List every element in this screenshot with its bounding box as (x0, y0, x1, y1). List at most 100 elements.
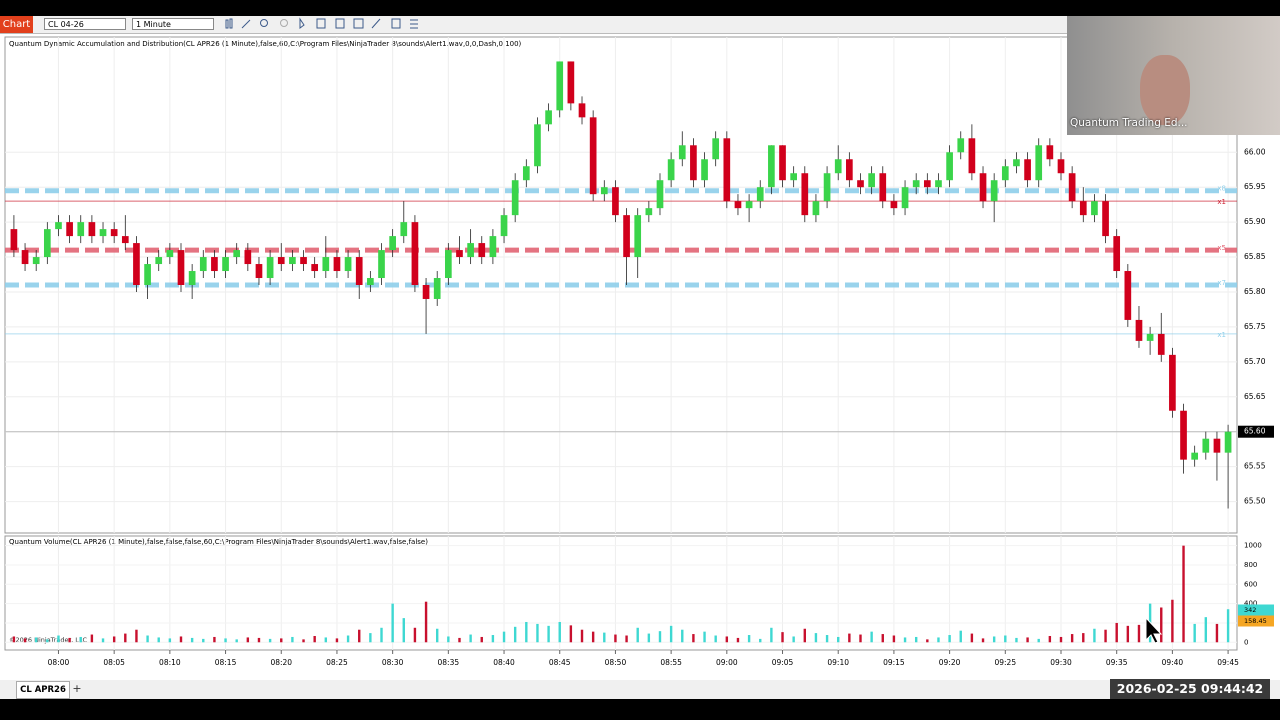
x-tick-label: 09:35 (1106, 658, 1128, 667)
volume-bar (157, 637, 160, 643)
volume-bar (580, 629, 584, 643)
candle-body (367, 278, 374, 285)
icon[interactable] (391, 18, 401, 29)
webcam-person (1140, 55, 1190, 125)
volume-indicator-title: Quantum Volume(CL APR26 (1 Minute),false… (9, 538, 428, 546)
volume-bar (903, 637, 907, 643)
volume-bar (647, 633, 651, 643)
volume-bar (892, 635, 896, 643)
candle-body (1180, 410, 1187, 460)
volume-bar (34, 637, 38, 643)
candle-body (355, 257, 363, 285)
volume-bar (1160, 607, 1163, 643)
candle-body (567, 61, 575, 104)
candle-body (1224, 431, 1232, 453)
icon[interactable] (280, 19, 288, 27)
candle-body (701, 159, 708, 181)
candle-body (10, 229, 18, 251)
candle-body (66, 222, 73, 237)
candle-body (1113, 236, 1121, 272)
y-tick-label: 65.50 (1244, 497, 1266, 506)
volume-bar (124, 633, 127, 643)
add-tab[interactable]: + (72, 682, 82, 695)
candle-body (110, 229, 118, 237)
volume-bar (658, 631, 662, 643)
level-label: x1 (1217, 198, 1226, 206)
volume-bar (402, 618, 405, 643)
candle-body (222, 257, 229, 272)
candle-body (656, 180, 664, 209)
icon[interactable] (299, 17, 305, 29)
volume-bar (591, 631, 595, 643)
candle-body (266, 257, 274, 279)
icon[interactable] (260, 19, 268, 27)
volume-badge-label: 342 (1244, 606, 1256, 614)
volume-bar (614, 634, 617, 643)
x-tick-label: 09:40 (1162, 658, 1184, 667)
instrument-select[interactable]: CL 04-26 (44, 18, 126, 30)
candle-body (990, 180, 998, 202)
y-tick-label: 65.55 (1244, 462, 1266, 471)
candle-body (55, 222, 62, 230)
candle-body (1068, 173, 1076, 202)
candle-body (1191, 452, 1199, 460)
candle-body (121, 236, 129, 244)
candle-body (734, 201, 742, 209)
y-tick-label: 66.00 (1244, 147, 1266, 156)
x-tick-label: 08:55 (660, 658, 682, 667)
level-label: x7 (1217, 279, 1226, 287)
volume-bar (358, 629, 361, 643)
volume-bar (1204, 617, 1208, 643)
volume-bar (525, 621, 528, 643)
volume-bar (335, 638, 339, 643)
candle-body (456, 250, 463, 258)
candle-body (333, 257, 341, 272)
candle-body (600, 187, 608, 195)
volume-bar (291, 636, 294, 643)
candle-body (1091, 201, 1098, 216)
candle-body (522, 166, 530, 181)
volume-bar (837, 636, 840, 643)
level-label: x1 (1217, 331, 1226, 339)
volume-bar (1048, 635, 1052, 643)
icon[interactable] (335, 18, 345, 29)
icon[interactable] (241, 19, 251, 29)
interval-select[interactable]: 1 Minute (132, 18, 214, 30)
icon[interactable] (225, 19, 229, 29)
volume-bar (1004, 635, 1007, 643)
candle-body (400, 222, 408, 237)
candle-body (890, 201, 898, 209)
candle-body (445, 250, 452, 279)
symbol-tab[interactable]: CL APR26 (16, 681, 70, 699)
volume-bar (1226, 609, 1230, 643)
volume-bar (848, 633, 851, 643)
x-tick-label: 09:25 (994, 658, 1016, 667)
volume-bar (547, 625, 550, 643)
candle-body (879, 173, 887, 202)
volume-bar (1115, 622, 1118, 643)
y-tick-label: 65.85 (1244, 252, 1266, 261)
icon[interactable] (353, 18, 364, 29)
x-tick-label: 08:05 (103, 658, 125, 667)
volume-bar (1082, 633, 1085, 643)
icon[interactable] (316, 18, 326, 29)
candle-body (188, 271, 196, 285)
volume-bar (736, 637, 740, 643)
candle-body (1046, 145, 1054, 160)
volume-bar (447, 636, 450, 643)
candle-body (756, 187, 764, 202)
candle-body (233, 250, 241, 258)
volume-bar (168, 638, 172, 643)
candle-body (1035, 145, 1043, 181)
chart-tab[interactable]: Chart (0, 16, 33, 33)
icon[interactable] (371, 18, 381, 29)
volume-bar (458, 637, 461, 643)
volume-bar (391, 603, 394, 643)
x-tick-label: 08:10 (159, 658, 181, 667)
y-tick-label: 65.95 (1244, 182, 1266, 191)
icon[interactable] (229, 18, 233, 29)
volume-bar (380, 627, 383, 643)
volume-bar (57, 635, 60, 643)
icon[interactable] (410, 19, 418, 29)
candle-body (1013, 159, 1020, 167)
